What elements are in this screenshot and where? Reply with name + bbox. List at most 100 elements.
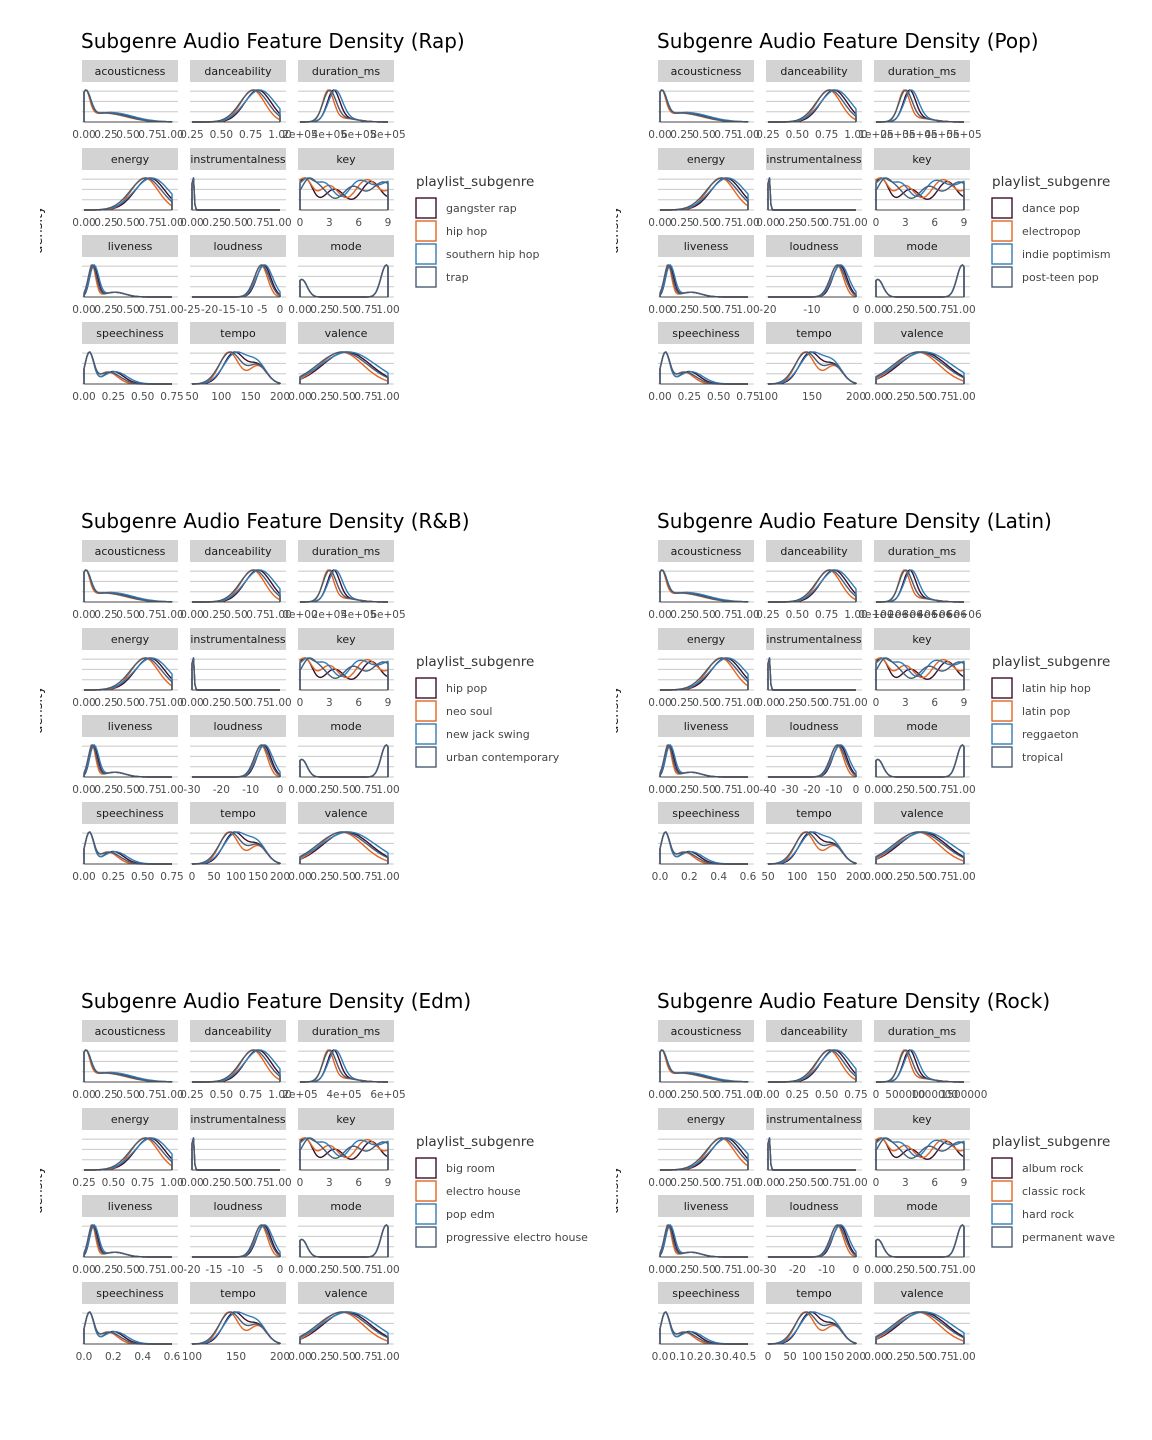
x-tick-label: 0.50	[800, 217, 823, 229]
facet-strip-label: danceability	[780, 545, 848, 558]
facet-acousticness: acousticness 0.000.250.500.751.00	[648, 540, 760, 621]
legend-title: playlist_subgenre	[416, 1134, 534, 1150]
facet-energy: energy 0.000.250.500.751.00	[648, 628, 760, 709]
x-tick-label: 6e+05	[370, 609, 405, 621]
x-tick-label: 1.00	[844, 1177, 867, 1189]
x-tick-label: 0.00	[288, 871, 311, 883]
density-curve-album-rock	[875, 1137, 965, 1170]
x-tick-label: -15	[205, 1264, 222, 1276]
density-curve-pop-edm	[191, 1311, 281, 1345]
facet-strip	[82, 1282, 178, 1304]
density-curve-tropical	[767, 657, 856, 691]
density-curve-hard-rock	[768, 1224, 857, 1258]
facet-strip-label: mode	[330, 720, 361, 733]
facet-strip	[766, 148, 862, 170]
density-curve-gangster-rap	[299, 177, 389, 210]
x-tick-label: 6	[931, 217, 938, 229]
density-curve-southern-hip-hop	[192, 264, 281, 298]
x-tick-label: -30	[781, 784, 798, 796]
facet-liveness: liveness 0.000.250.500.751.00	[648, 1195, 760, 1276]
facet-speechiness: speechiness 0.00 0.25 0.50 0.75	[72, 322, 184, 403]
legend-key	[415, 746, 437, 768]
x-tick-label: -10	[818, 1264, 835, 1276]
x-tick-label: 200	[270, 1351, 290, 1363]
density-curve-tropical	[767, 831, 857, 865]
density-curve-electro-house	[192, 1049, 281, 1083]
facet-strip-label: valence	[325, 807, 368, 820]
x-tick-label: 0.6	[164, 1351, 181, 1363]
facet-danceability: danceability 0.25 0.50 0.75 1.00	[180, 1020, 292, 1101]
density-curve-post-teen-pop	[768, 264, 857, 298]
x-tick-label: 0.50	[332, 304, 355, 316]
chart-title: Subgenre Audio Feature Density (R&B)	[81, 509, 470, 533]
facet-strip-label: energy	[687, 633, 726, 646]
x-tick-label: 0e+00	[282, 609, 317, 621]
x-tick-label: 0.6	[740, 871, 757, 883]
x-tick-label: 0.25	[886, 784, 909, 796]
x-tick-label: 0.25	[180, 1089, 203, 1101]
x-tick-label: 0.75	[822, 217, 845, 229]
x-tick-label: 0.75	[246, 697, 269, 709]
density-curve-southern-hip-hop	[191, 351, 281, 385]
facet-strip	[298, 60, 394, 82]
x-tick-label: 1e+06	[873, 609, 909, 621]
facet-energy: energy 0.000.250.500.751.00	[648, 148, 760, 229]
facet-speechiness: speechiness 0.0 0.2 0.4 0.6	[652, 802, 757, 883]
legend-label: reggaeton	[1022, 728, 1079, 741]
x-tick-label: 150	[241, 391, 261, 403]
facet-strip	[298, 235, 394, 257]
facet-strip-label: tempo	[796, 327, 832, 340]
density-curve-permanent-wave	[659, 1049, 749, 1083]
x-tick-label: 0.50	[332, 871, 355, 883]
density-curve-tropical	[768, 744, 857, 778]
legend-key	[415, 700, 437, 722]
x-tick-label: 1.00	[736, 609, 759, 621]
density-curve-trap	[299, 351, 389, 384]
x-tick-label: 0.75	[138, 609, 161, 621]
facet-strip-label: energy	[687, 153, 726, 166]
facet-strip	[82, 540, 178, 562]
facet-strip-label: duration_ms	[312, 545, 381, 558]
facet-strip-label: key	[912, 633, 932, 646]
facet-strip	[190, 60, 286, 82]
facet-strip	[190, 715, 286, 737]
x-tick-label: 0.75	[844, 1089, 867, 1101]
x-tick-label: 0.75	[354, 1351, 377, 1363]
legend-label: post-teen pop	[1022, 271, 1099, 284]
facet-strip-label: loudness	[214, 240, 263, 253]
legend-key	[415, 1203, 437, 1225]
x-tick-label: 0	[873, 1089, 880, 1101]
facet-strip-label: liveness	[684, 720, 729, 733]
facet-strip	[874, 60, 970, 82]
density-curve-gangster-rap	[299, 264, 389, 298]
x-tick-label: 0.50	[131, 391, 154, 403]
density-curve-classic-rock	[768, 1049, 857, 1083]
x-tick-label: 0.75	[714, 784, 737, 796]
facet-loudness: loudness -40 -30 -20 -10 0	[759, 715, 862, 796]
chart-panel-2: Subgenre Audio Feature Density (R&B) dens…	[40, 500, 600, 940]
x-tick-label: 0.75	[138, 129, 161, 141]
density-curve-trap	[191, 177, 280, 211]
density-curve-latin-pop	[767, 657, 856, 691]
chart-svg: Subgenre Audio Feature Density (Rock) den…	[616, 989, 1115, 1363]
chart-svg: Subgenre Audio Feature Density (Pop) dens…	[616, 29, 1111, 403]
x-tick-label: 1.00	[952, 391, 975, 403]
x-tick-label: 0	[297, 1177, 304, 1189]
facet-tempo: tempo 50 100 150 200	[761, 802, 866, 883]
facet-strip-label: instrumentalness	[766, 633, 862, 646]
density-curve-urban-contemporary	[299, 744, 389, 778]
x-tick-label: 50	[207, 871, 220, 883]
x-tick-label: -10	[236, 304, 253, 316]
legend-key	[991, 1157, 1013, 1179]
facet-liveness: liveness 0.000.250.500.751.00	[72, 715, 184, 796]
x-tick-label: 0.00	[648, 609, 671, 621]
x-tick-label: 0.75	[138, 1089, 161, 1101]
facet-strip-label: energy	[111, 1113, 150, 1126]
density-curve-permanent-wave	[875, 1137, 965, 1170]
x-tick-label: 1.00	[268, 609, 291, 621]
x-tick-label: 0.00	[648, 784, 671, 796]
x-tick-label: 1e+05	[858, 129, 893, 141]
x-tick-label: 0.00	[180, 1177, 203, 1189]
density-curve-album-rock	[767, 1137, 856, 1171]
density-curve-classic-rock	[767, 1137, 856, 1171]
